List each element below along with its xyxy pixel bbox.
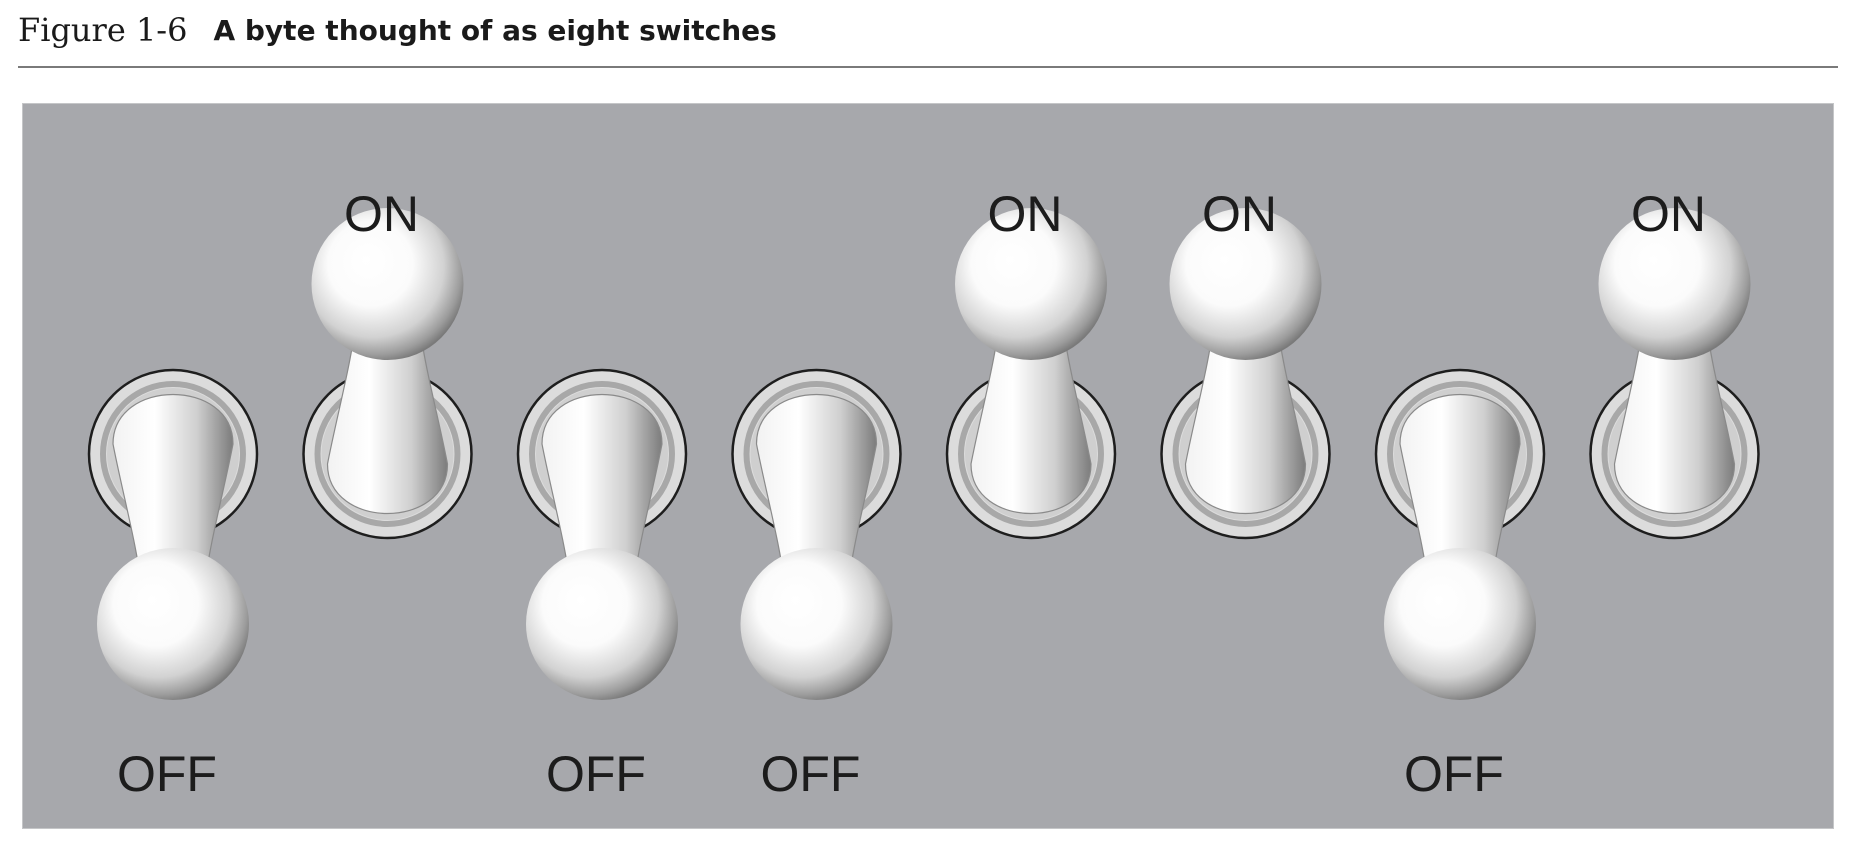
- switch-lever: [1399, 393, 1521, 585]
- switch-knob: [955, 208, 1107, 360]
- switch-lever: [970, 323, 1092, 515]
- switch-label-off: OFF: [761, 746, 861, 802]
- switch-lever: [1613, 323, 1736, 515]
- switch-label-off: OFF: [546, 746, 646, 802]
- switch-lever: [112, 393, 234, 585]
- switch-lever: [1184, 323, 1307, 515]
- switch-label-on: ON: [1202, 186, 1277, 242]
- switch-knob: [1384, 548, 1536, 700]
- switch-knob: [1169, 208, 1322, 360]
- switch-knob: [526, 548, 678, 700]
- figure-title: A byte thought of as eight switches: [213, 13, 777, 47]
- switch-knob: [740, 548, 893, 700]
- switch-label-on: ON: [344, 186, 419, 242]
- toggle-switch-1: OFF: [87, 368, 259, 802]
- figure-number: Figure 1-6: [18, 11, 188, 49]
- toggle-switch-3: OFF: [516, 368, 688, 802]
- switch-knob: [1598, 208, 1751, 360]
- caption-rule: [18, 66, 1838, 68]
- switch-panel: OFF ON OFF OFF ON ON OFF ON: [22, 103, 1834, 829]
- switch-label-off: OFF: [117, 746, 217, 802]
- toggle-switch-7: OFF: [1374, 368, 1546, 802]
- switch-knob: [97, 548, 249, 700]
- switch-diagram: OFF ON OFF OFF ON ON OFF ON: [87, 186, 1760, 802]
- switch-knob: [311, 208, 464, 360]
- switch-lever: [326, 323, 449, 515]
- switch-label-on: ON: [988, 186, 1063, 242]
- switch-label-on: ON: [1631, 186, 1706, 242]
- switch-label-off: OFF: [1404, 746, 1504, 802]
- toggle-switch-4: OFF: [731, 368, 902, 802]
- switch-lever: [755, 393, 878, 585]
- figure-caption: Figure 1-6 A byte thought of as eight sw…: [18, 8, 777, 52]
- switch-lever: [541, 393, 663, 585]
- toggle-switch-8: ON: [1589, 186, 1760, 540]
- toggle-switch-6: ON: [1160, 186, 1331, 540]
- toggle-switch-2: ON: [302, 186, 473, 540]
- toggle-switch-5: ON: [945, 186, 1117, 540]
